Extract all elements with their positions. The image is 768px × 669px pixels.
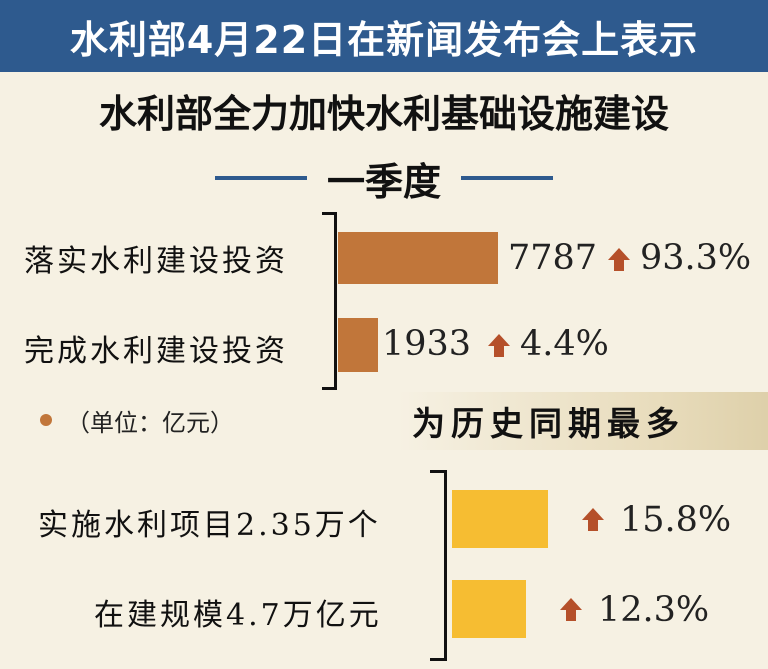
section-title: 一季度 bbox=[326, 159, 441, 204]
investment-growth-planned: 93.3% bbox=[640, 238, 752, 278]
investment-bracket bbox=[322, 212, 337, 390]
up-arrow-icon bbox=[488, 334, 510, 357]
projects-bar-count bbox=[452, 490, 548, 548]
investment-bar-completed bbox=[338, 318, 378, 372]
investment-value-planned: 7787 bbox=[508, 238, 598, 278]
up-arrow-icon bbox=[560, 598, 582, 621]
banner: 水利部4月22日在新闻发布会上表示 bbox=[0, 0, 768, 72]
record-note: 为历史同期最多 bbox=[398, 392, 768, 450]
projects-growth-scale: 12.3% bbox=[598, 590, 710, 630]
investment-bar-planned bbox=[338, 232, 498, 284]
unit-text: （单位：亿元） bbox=[66, 408, 234, 437]
main-title: 水利部全力加快水利基础设施建设 bbox=[98, 91, 669, 136]
projects-bracket bbox=[430, 470, 447, 661]
up-arrow-icon bbox=[608, 248, 630, 271]
bullet-dot bbox=[40, 414, 52, 426]
unit-note: （单位：亿元） bbox=[40, 400, 234, 440]
investment-growth-completed: 4.4% bbox=[520, 324, 609, 364]
projects-growth-count: 15.8% bbox=[620, 500, 732, 540]
up-arrow-icon bbox=[582, 508, 604, 531]
projects-label-count: 实施水利项目2.35万个 bbox=[38, 508, 381, 543]
projects-label-scale: 在建规模4.7万亿元 bbox=[94, 598, 382, 633]
investment-value-completed: 1933 bbox=[382, 324, 472, 364]
investment-label-planned: 落实水利建设投资 bbox=[24, 244, 288, 279]
section-header: 一季度 bbox=[0, 150, 768, 206]
investment-label-completed: 完成水利建设投资 bbox=[24, 334, 288, 369]
projects-bar-scale bbox=[452, 580, 526, 638]
section-divider-right bbox=[461, 176, 553, 180]
section-divider-left bbox=[214, 176, 307, 180]
